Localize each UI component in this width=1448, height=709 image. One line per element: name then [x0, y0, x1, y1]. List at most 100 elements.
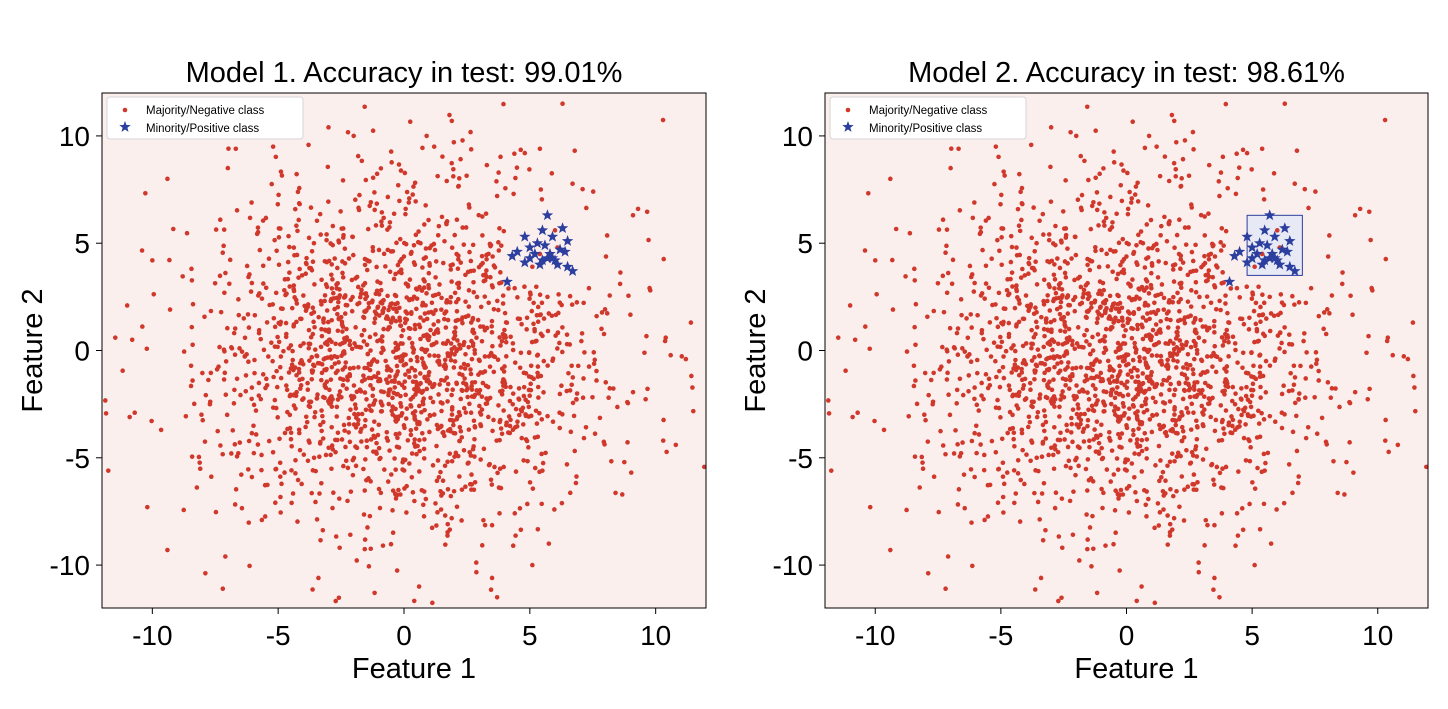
majority-point [346, 256, 352, 261]
majority-point [323, 282, 329, 287]
majority-point [1154, 353, 1160, 358]
majority-point [1043, 320, 1049, 325]
majority-point [1191, 472, 1197, 477]
majority-point [999, 226, 1004, 231]
majority-point [1182, 315, 1188, 320]
majority-point [1019, 217, 1024, 223]
majority-point [348, 407, 353, 412]
majority-point [409, 451, 415, 456]
majority-point [1085, 546, 1090, 552]
majority-point [458, 156, 463, 162]
majority-point [373, 374, 379, 380]
majority-point [212, 281, 218, 286]
majority-point [1163, 491, 1168, 496]
majority-point [1324, 307, 1330, 312]
majority-point [1100, 505, 1105, 511]
majority-point [1055, 256, 1060, 261]
majority-point [566, 370, 571, 376]
majority-point [1198, 317, 1203, 323]
majority-point [285, 259, 291, 265]
majority-point [1014, 403, 1019, 408]
majority-point [309, 490, 315, 496]
majority-point [363, 457, 368, 462]
majority-point [341, 422, 347, 428]
majority-point [1325, 254, 1331, 259]
majority-point [1130, 357, 1136, 363]
majority-point [209, 474, 214, 480]
majority-point [167, 257, 172, 263]
majority-point [1298, 363, 1303, 369]
majority-point [333, 534, 339, 539]
majority-point [471, 418, 477, 424]
majority-point [1117, 300, 1123, 306]
majority-point [1094, 320, 1100, 326]
majority-point [586, 285, 592, 291]
majority-point [1026, 271, 1031, 277]
majority-point [1052, 286, 1057, 291]
majority-point [1258, 384, 1263, 390]
majority-point [488, 274, 493, 280]
majority-point [1153, 463, 1158, 468]
majority-point [1034, 309, 1039, 315]
y-tick-label: 10 [782, 121, 813, 152]
majority-point [237, 346, 242, 351]
majority-point [1171, 493, 1176, 499]
majority-point [1037, 395, 1042, 401]
majority-point [546, 541, 552, 546]
majority-point [1051, 377, 1056, 382]
majority-point [482, 294, 488, 299]
majority-point [1116, 306, 1122, 312]
majority-point [1208, 414, 1213, 420]
majority-point [497, 466, 503, 472]
majority-point [1181, 387, 1187, 393]
majority-point [1091, 546, 1096, 552]
majority-point [1006, 383, 1012, 388]
majority-point [1118, 262, 1123, 268]
majority-point [251, 402, 257, 408]
majority-point [394, 392, 399, 397]
minority-point [1251, 247, 1263, 259]
majority-point [1029, 438, 1034, 444]
x-axis: -10 -5 0 5 10 [132, 608, 671, 651]
majority-point [466, 344, 471, 350]
majority-point [476, 264, 482, 270]
majority-point [1176, 416, 1182, 422]
majority-point [1001, 354, 1006, 359]
majority-point [1175, 431, 1180, 436]
majority-point [500, 301, 506, 306]
majority-point [1185, 299, 1191, 304]
legend-minority-marker [842, 121, 854, 132]
majority-point [319, 333, 325, 339]
majority-point [1126, 281, 1131, 286]
majority-point [369, 375, 374, 381]
majority-point [1167, 459, 1173, 465]
majority-point [353, 463, 359, 469]
majority-point [1001, 510, 1006, 515]
majority-point [1073, 365, 1079, 371]
majority-point [278, 375, 284, 381]
majority-point [1146, 246, 1151, 251]
majority-point [930, 401, 936, 407]
majority-point [492, 464, 497, 470]
majority-point [421, 456, 427, 461]
majority-point [1009, 244, 1015, 250]
majority-point [350, 472, 356, 478]
majority-point [329, 424, 334, 430]
majority-point [1042, 428, 1047, 434]
majority-point [1019, 201, 1025, 206]
majority-point [993, 358, 998, 364]
majority-point [1026, 308, 1031, 314]
majority-point [264, 320, 270, 325]
majority-point [511, 191, 516, 197]
majority-point [1154, 381, 1160, 387]
majority-point [1176, 348, 1182, 354]
majority-point [236, 450, 241, 456]
majority-point [272, 237, 277, 243]
majority-point [1274, 228, 1280, 233]
majority-point [408, 428, 414, 433]
majority-point [1234, 151, 1239, 156]
majority-point [1314, 357, 1320, 363]
majority-point [1185, 351, 1191, 357]
majority-point [1192, 387, 1197, 392]
